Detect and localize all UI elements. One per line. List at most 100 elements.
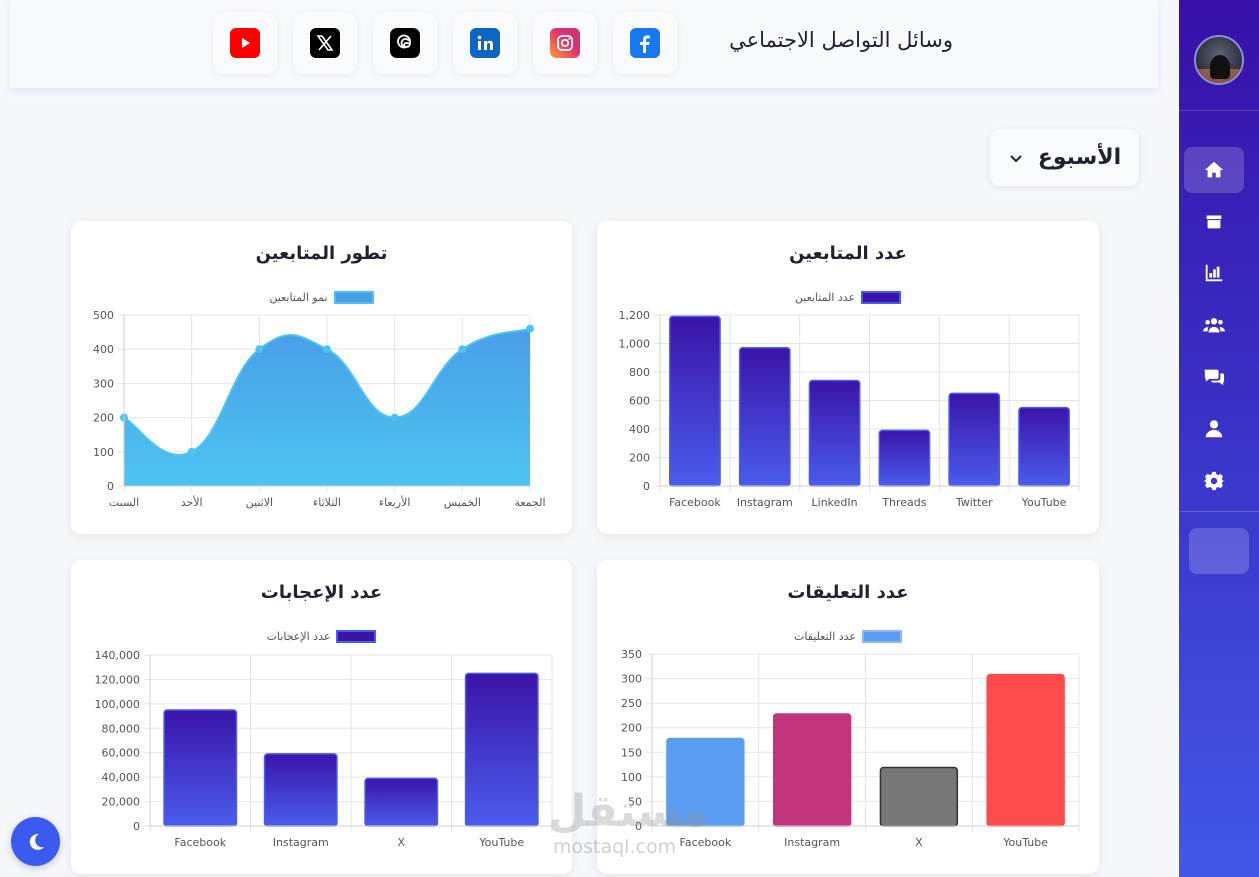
x-tick-label: Instagram <box>273 836 329 849</box>
legend-swatch <box>862 630 902 643</box>
sidebar-item-settings[interactable] <box>1184 458 1244 504</box>
y-tick-label: 100,000 <box>95 698 141 711</box>
bar <box>772 713 852 827</box>
x-tick-label: LinkedIn <box>812 496 858 509</box>
y-tick-label: 1,200 <box>619 309 651 322</box>
page-title: وسائل التواصل الاجتماعي <box>729 28 953 52</box>
followers-growth-chart-card: تطور المتابعين نمو المتابعين 0 100 200 300 4… <box>71 221 572 534</box>
x-tick-label: الأربعاء <box>379 495 411 509</box>
y-tick-label: 1,000 <box>619 338 651 351</box>
chart-legend: عدد التعليقات <box>597 630 1099 643</box>
bar <box>808 379 861 487</box>
bar <box>1018 406 1070 487</box>
avatar[interactable] <box>1194 35 1244 85</box>
theme-toggle-button[interactable] <box>11 817 60 866</box>
social-linkedin[interactable] <box>453 12 517 74</box>
comments-bar-chart: 0 50 100 150 200 250 300 350 Facebook Instagram X Y… <box>621 648 1080 849</box>
chart-legend: نمو المتابعين <box>71 291 572 304</box>
y-tick-label: 200 <box>93 412 114 425</box>
y-tick-label: 40,000 <box>102 771 141 784</box>
legend-swatch <box>861 291 902 304</box>
social-x[interactable] <box>293 12 357 74</box>
chart-title: تطور المتابعين <box>255 243 388 264</box>
bar <box>364 777 439 827</box>
x-tick-label: Twitter <box>955 496 993 509</box>
data-point <box>526 324 534 333</box>
social-threads[interactable] <box>373 12 437 74</box>
bar <box>879 766 959 827</box>
period-select-value: الأسبوع <box>1037 145 1122 170</box>
y-tick-label: 50 <box>628 795 642 808</box>
y-tick-label: 300 <box>93 377 114 390</box>
y-tick-label: 0 <box>133 820 140 833</box>
x-tick-label: Instagram <box>737 496 793 509</box>
box-icon <box>1206 215 1222 229</box>
moon-icon <box>29 833 44 850</box>
x-tick-label: الخميس <box>444 496 481 509</box>
period-select[interactable]: الأسبوع <box>990 129 1139 186</box>
sidebar-item-users[interactable] <box>1184 302 1244 348</box>
y-tick-label: 250 <box>621 697 642 710</box>
chart-title: عدد المتابعين <box>789 243 907 264</box>
facebook-icon <box>630 28 660 58</box>
area-fill <box>124 328 530 486</box>
bar <box>163 709 238 827</box>
legend-label: نمو المتابعين <box>269 291 328 304</box>
x-tick-label: X <box>397 836 405 849</box>
y-tick-label: 150 <box>621 746 642 759</box>
x-tick-label: الأحد <box>181 495 203 509</box>
data-point <box>187 447 196 456</box>
x-icon <box>310 28 340 58</box>
x-tick-label: Instagram <box>784 836 840 849</box>
y-tick-label: 400 <box>629 423 650 436</box>
watermark-logo: مستقل <box>548 786 709 837</box>
likes-chart-card: عدد الإعجابات عدد الإعجابات 0 20,000 40,00… <box>71 560 572 874</box>
chevron-down-icon <box>1010 154 1022 162</box>
user-icon <box>1205 420 1223 438</box>
linkedin-icon <box>470 28 500 58</box>
chart-title: عدد التعليقات <box>787 582 909 603</box>
bar <box>986 673 1065 827</box>
bar <box>878 429 931 487</box>
bar <box>263 753 338 827</box>
bar <box>738 347 791 487</box>
youtube-icon <box>230 28 260 58</box>
followers-chart-card: عدد المتابعين عدد المتابعين 0 200 400 600 80… <box>597 221 1099 534</box>
watermark-url: mostaql.com <box>553 836 677 858</box>
sidebar-item-products[interactable] <box>1184 198 1244 244</box>
y-tick-label: 100 <box>621 771 642 784</box>
legend-label: عدد المتابعين <box>794 291 856 304</box>
social-facebook[interactable] <box>613 12 677 74</box>
social-youtube[interactable] <box>213 12 277 74</box>
y-tick-label: 800 <box>629 366 650 379</box>
sidebar-item-profile[interactable] <box>1184 406 1244 452</box>
sidebar-item-home[interactable] <box>1184 147 1244 193</box>
sidebar-divider <box>1179 110 1259 111</box>
x-tick-label: Facebook <box>680 836 732 849</box>
instagram-icon <box>550 28 580 58</box>
y-tick-label: 0 <box>107 480 114 493</box>
sidebar-item-messages[interactable] <box>1184 354 1244 400</box>
sidebar-item-analytics[interactable] <box>1184 250 1244 296</box>
chart-legend: عدد الإعجابات <box>71 630 572 643</box>
y-tick-label: 200 <box>621 722 642 735</box>
x-tick-label: الجمعة <box>514 496 545 509</box>
y-tick-label: 400 <box>93 343 114 356</box>
y-tick-label: 60,000 <box>102 747 141 760</box>
users-icon <box>1203 318 1225 333</box>
x-tick-label: Threads <box>881 496 926 509</box>
home-icon <box>1204 161 1224 178</box>
x-tick-label: الثلاثاء <box>313 496 341 509</box>
y-tick-label: 300 <box>621 673 642 686</box>
bar <box>948 392 1001 487</box>
bar <box>464 672 539 827</box>
data-point <box>255 345 264 354</box>
x-tick-label: الاثنين <box>246 496 273 509</box>
x-tick-label: X <box>915 836 923 849</box>
x-tick-label: YouTube <box>1002 836 1048 849</box>
legend-label: عدد التعليقات <box>794 630 856 643</box>
social-instagram[interactable] <box>533 12 597 74</box>
sidebar-button[interactable] <box>1189 528 1249 574</box>
chart-icon <box>1205 264 1223 282</box>
y-tick-label: 100 <box>93 446 114 459</box>
